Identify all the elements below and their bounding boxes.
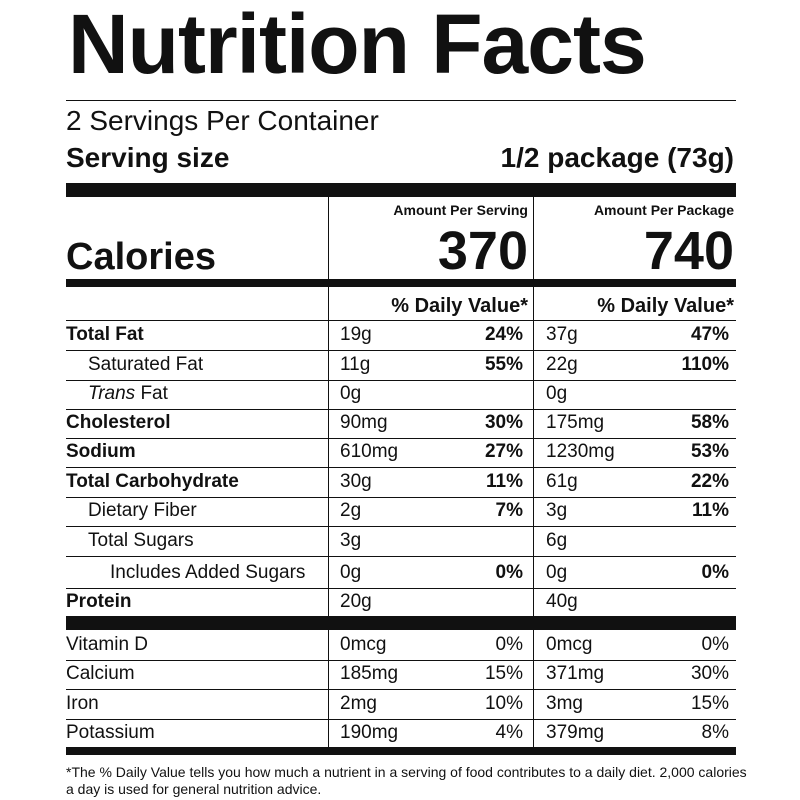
package-daily-value: 30%: [690, 663, 729, 684]
package-amount: 37g: [546, 324, 578, 345]
serving-size-label: Serving size: [66, 142, 230, 173]
row-divider: [66, 497, 736, 498]
nutrient-name: Total Carbohydrate: [66, 471, 239, 492]
package-daily-value: 58%: [690, 412, 729, 433]
vitamins-thick-bar: [66, 616, 736, 630]
daily-value-footnote: *The % Daily Value tells you how much a …: [66, 764, 747, 797]
package-amount: 371mg: [546, 663, 605, 684]
row-divider: [66, 409, 736, 410]
serving-daily-value: 11%: [486, 471, 523, 492]
serving-amount: 90mg: [340, 412, 388, 433]
nutrition-facts-title: Nutrition Facts: [68, 0, 647, 91]
nutrient-name: Protein: [66, 591, 132, 612]
package-daily-value: 15%: [690, 693, 729, 714]
package-daily-value: 8%: [701, 722, 729, 743]
serving-daily-value: 7%: [495, 500, 523, 521]
serving-daily-value: 27%: [484, 441, 523, 462]
serving-daily-value: 0%: [495, 562, 523, 583]
row-divider: [66, 588, 736, 589]
serving-amount: 2mg: [340, 693, 377, 714]
package-amount: 175mg: [546, 412, 605, 433]
column-divider-right: [533, 197, 534, 748]
nutrient-name: Sodium: [66, 441, 136, 462]
serving-amount: 0mcg: [340, 634, 387, 655]
vitamin-name: Potassium: [66, 722, 155, 743]
nutrient-name-rest: Fat: [135, 383, 168, 404]
serving-daily-value: 0%: [495, 634, 523, 655]
package-daily-value: 47%: [690, 324, 729, 345]
serving-amount: 3g: [340, 530, 362, 551]
package-amount: 40g: [546, 591, 578, 612]
nutrient-name-italic: Trans: [88, 383, 136, 404]
row-divider: [66, 526, 736, 527]
row-divider: [66, 350, 736, 351]
serving-amount: 19g: [340, 324, 372, 345]
nutrient-name: Trans Fat: [88, 384, 168, 403]
row-divider: [66, 556, 736, 557]
package-amount: 1230mg: [546, 441, 615, 462]
serving-daily-value: 4%: [495, 722, 523, 743]
serving-amount: 185mg: [340, 663, 399, 684]
serving-amount: 11g: [340, 354, 371, 375]
package-amount: 6g: [546, 530, 568, 551]
nutrient-name: Cholesterol: [66, 412, 171, 433]
nutrient-name: Includes Added Sugars: [110, 562, 306, 583]
nutrient-name: Saturated Fat: [88, 354, 204, 375]
per-package-header: Amount Per Package: [593, 202, 734, 218]
serving-daily-value: 15%: [484, 663, 523, 684]
serving-size-value: 1/2 package (73g): [500, 142, 734, 173]
calories-per-serving: 370: [437, 221, 528, 281]
nutrient-name: Dietary Fiber: [88, 500, 197, 521]
package-amount: 3mg: [546, 693, 583, 714]
package-daily-value: 22%: [690, 471, 729, 492]
package-amount: 0mcg: [546, 634, 593, 655]
serving-amount: 30g: [340, 471, 372, 492]
package-amount: 3g: [546, 500, 568, 521]
vitamin-name: Iron: [66, 693, 99, 714]
column-divider-left: [328, 197, 329, 748]
row-divider: [66, 380, 736, 381]
serving-daily-value: 55%: [484, 354, 523, 375]
row-divider: [66, 467, 736, 468]
calories-per-package: 740: [643, 221, 734, 281]
package-daily-value: 0%: [701, 562, 729, 583]
serving-amount: 20g: [340, 591, 372, 612]
calories-bar: [66, 279, 736, 287]
package-amount: 61g: [546, 471, 578, 492]
serving-daily-value: 30%: [484, 412, 523, 433]
nutrient-name: Total Fat: [66, 324, 144, 345]
package-amount: 0g: [546, 383, 568, 404]
package-daily-value: 53%: [690, 441, 729, 462]
package-amount: 379mg: [546, 722, 605, 743]
package-daily-value-header: % Daily Value*: [597, 295, 734, 317]
serving-amount: 190mg: [340, 722, 399, 743]
nutrient-name: Total Sugars: [88, 530, 194, 551]
serving-daily-value: 10%: [484, 693, 523, 714]
package-amount: 22g: [546, 354, 578, 375]
dv-header-divider: [66, 320, 736, 321]
bottom-bar: [66, 747, 736, 755]
row-divider: [66, 438, 736, 439]
serving-daily-value-header: % Daily Value*: [391, 295, 528, 317]
row-divider: [66, 719, 736, 720]
row-divider: [66, 660, 736, 661]
serving-thick-bar: [66, 183, 736, 197]
serving-amount: 0g: [340, 383, 362, 404]
servings-per-container: 2 Servings Per Container: [66, 105, 379, 136]
calories-label: Calories: [66, 236, 216, 278]
package-daily-value: 11%: [692, 500, 729, 521]
serving-daily-value: 24%: [484, 324, 523, 345]
serving-amount: 0g: [340, 562, 362, 583]
vitamin-name: Vitamin D: [66, 634, 149, 655]
serving-amount: 610mg: [340, 441, 399, 462]
package-daily-value: 0%: [701, 634, 729, 655]
vitamin-name: Calcium: [66, 663, 135, 684]
package-amount: 0g: [546, 562, 568, 583]
row-divider: [66, 689, 736, 690]
per-serving-header: Amount Per Serving: [393, 202, 528, 218]
title-divider: [66, 100, 736, 101]
package-daily-value: 110%: [681, 354, 729, 375]
serving-amount: 2g: [340, 500, 362, 521]
